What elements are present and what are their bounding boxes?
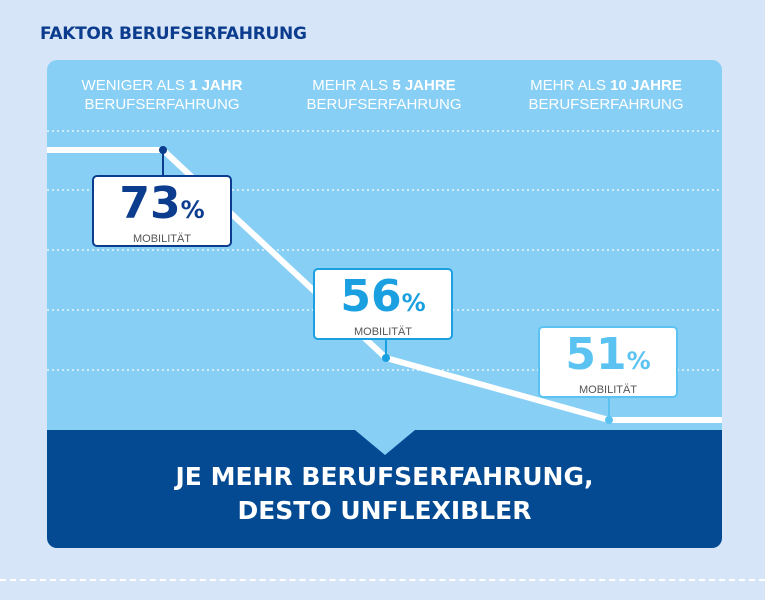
divider [0,579,765,581]
category-label-1: WENIGER ALS 1 JAHR BERUFSERFAHRUNG [81,77,243,113]
page-title: FAKTOR BERUFSERFAHRUNG [40,24,307,44]
value-1: 73% [119,178,205,229]
value-label-1: MOBILITÄT [132,233,192,245]
data-point-1 [159,146,167,154]
data-point-2 [382,354,390,362]
value-box-2: 56% MOBILITÄT [313,268,453,340]
line-plot [47,130,722,424]
value-box-1: 73% MOBILITÄT [92,175,232,247]
value-box-3: 51% MOBILITÄT [538,326,678,398]
category-label-2: MEHR ALS 5 JAHRE BERUFSERFAHRUNG [306,77,462,113]
category-label-3: MEHR ALS 10 JAHRE BERUFSERFAHRUNG [528,77,684,113]
value-2: 56% [340,271,426,322]
data-point-3 [605,416,613,424]
conclusion-text: JE MEHR BERUFSERFAHRUNG, DESTO UNFLEXIBLE… [175,462,594,525]
value-3: 51% [565,329,651,380]
value-label-3: MOBILITÄT [578,384,638,396]
notch-arrow [355,430,415,455]
value-label-2: MOBILITÄT [353,326,413,338]
chart-panel: WENIGER ALS 1 JAHR BERUFSERFAHRUNG MEHR A… [47,60,722,548]
